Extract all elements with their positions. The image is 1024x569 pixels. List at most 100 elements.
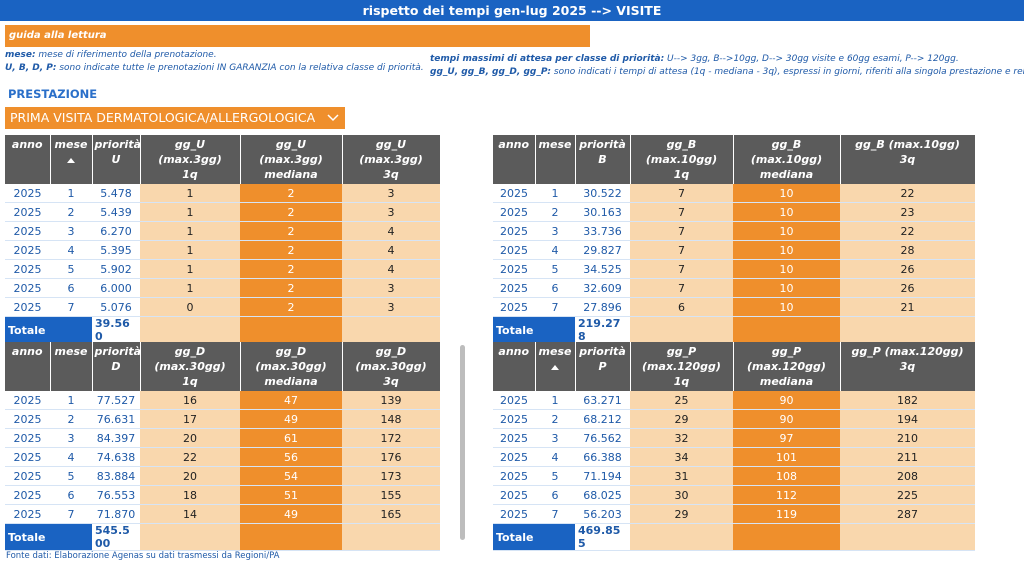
cell: 76.562 (575, 429, 630, 448)
total-row: Totale39.560 (5, 317, 440, 344)
filter-dropdown[interactable]: PRIMA VISITA DERMATOLOGICA/ALLERGOLOGICA (5, 107, 345, 129)
column-header[interactable]: gg_B (max.10gg)1q (630, 135, 733, 184)
cell: 172 (342, 429, 440, 448)
data-row: 202515.478123 (5, 184, 440, 203)
column-header[interactable]: mese (50, 342, 92, 391)
cell: 6 (535, 486, 575, 505)
cell: 2025 (493, 410, 535, 429)
data-row: 2025534.52571026 (493, 260, 975, 279)
column-header[interactable]: gg_U (max.3gg)3q (342, 135, 440, 184)
cell: 2025 (5, 260, 50, 279)
cell: 7 (535, 505, 575, 524)
cell: 68.212 (575, 410, 630, 429)
column-header[interactable]: gg_P (max.120gg)mediana (733, 342, 840, 391)
cell: 10 (733, 184, 840, 203)
cell: 97 (733, 429, 840, 448)
filter-label: PRESTAZIONE (8, 87, 97, 101)
cell: 49 (240, 505, 342, 524)
cell: 2025 (493, 429, 535, 448)
header-text: gg_B (max.10gg) (633, 137, 731, 167)
total-label: Totale (5, 317, 92, 344)
guide-term: gg_U, gg_B, gg_D, gg_P: (430, 67, 551, 77)
total-empty (630, 317, 733, 344)
column-header[interactable]: mese (535, 342, 575, 391)
column-header[interactable]: mese (535, 135, 575, 184)
cell: 4 (535, 241, 575, 260)
cell: 10 (733, 260, 840, 279)
column-header[interactable]: gg_D (max.30gg)mediana (240, 342, 342, 391)
cell: 1 (50, 391, 92, 410)
guide-text: U--> 3gg, B-->10gg, D--> 30gg visite e 6… (664, 54, 959, 64)
header-text: mediana (736, 167, 838, 182)
total-empty (342, 524, 440, 551)
cell: 25 (630, 391, 733, 410)
column-header[interactable]: prioritàP (575, 342, 630, 391)
cell: 2025 (493, 391, 535, 410)
column-header[interactable]: gg_D (max.30gg)3q (342, 342, 440, 391)
column-header[interactable]: gg_P (max.120gg)3q (840, 342, 975, 391)
column-header[interactable]: gg_D (max.30gg)1q (140, 342, 240, 391)
data-row: 2025276.6311749148 (5, 410, 440, 429)
column-header[interactable]: anno (493, 135, 535, 184)
data-row: 2025727.89661021 (493, 298, 975, 317)
cell: 34 (630, 448, 733, 467)
cell: 34.525 (575, 260, 630, 279)
cell: 51 (240, 486, 342, 505)
cell: 165 (342, 505, 440, 524)
cell: 6.000 (92, 279, 140, 298)
header-text: mese (53, 137, 90, 152)
column-header[interactable]: anno (5, 135, 50, 184)
cell: 2 (240, 203, 342, 222)
data-row: 202575.076023 (5, 298, 440, 317)
cell: 119 (733, 505, 840, 524)
cell: 76.631 (92, 410, 140, 429)
column-header[interactable]: gg_P (max.120gg)1q (630, 342, 733, 391)
column-header[interactable]: prioritàU (92, 135, 140, 184)
column-header[interactable]: anno (493, 342, 535, 391)
guide-text: sono indicati i tempi di attesa (1q - me… (551, 67, 1024, 77)
cell: 2 (240, 184, 342, 203)
table-head: annomeseprioritàDgg_D (max.30gg)1qgg_D (… (5, 342, 440, 391)
header-text: 1q (143, 167, 238, 182)
header-row: annomeseprioritàDgg_D (max.30gg)1qgg_D (… (5, 342, 440, 391)
cell: 2025 (5, 279, 50, 298)
cell: 30.522 (575, 184, 630, 203)
cell: 90 (733, 410, 840, 429)
data-row: 202536.270124 (5, 222, 440, 241)
header-text: gg_U (max.3gg) (345, 137, 438, 167)
cell: 68.025 (575, 486, 630, 505)
cell: 26 (840, 260, 975, 279)
data-table: annomeseprioritàUgg_U (max.3gg)1qgg_U (m… (5, 135, 441, 344)
column-header[interactable]: gg_U (max.3gg)mediana (240, 135, 342, 184)
column-header[interactable]: prioritàD (92, 342, 140, 391)
data-table: annomeseprioritàBgg_B (max.10gg)1qgg_B (… (493, 135, 976, 344)
table-body: 2025163.27125901822025268.21229901942025… (493, 391, 975, 551)
cell: 155 (342, 486, 440, 505)
data-table: annomeseprioritàPgg_P (max.120gg)1qgg_P … (493, 342, 976, 551)
cell: 1 (140, 203, 240, 222)
cell: 208 (840, 467, 975, 486)
cell: 211 (840, 448, 975, 467)
column-header[interactable]: gg_B (max.10gg)3q (840, 135, 975, 184)
cell: 2 (50, 203, 92, 222)
source-note: Fonte dati: Elaborazione Agenas su dati … (6, 551, 280, 561)
total-row: Totale219.278 (493, 317, 975, 344)
column-header[interactable]: gg_B (max.10gg)mediana (733, 135, 840, 184)
header-text: gg_P (max.120gg) (736, 344, 838, 374)
column-header[interactable]: prioritàB (575, 135, 630, 184)
total-empty (240, 524, 342, 551)
cell: 7 (630, 184, 733, 203)
column-header[interactable]: gg_U (max.3gg)1q (140, 135, 240, 184)
cell: 29.827 (575, 241, 630, 260)
cell: 10 (733, 241, 840, 260)
column-header[interactable]: mese (50, 135, 92, 184)
data-row: 2025429.82771028 (493, 241, 975, 260)
cell: 5.395 (92, 241, 140, 260)
cell: 3 (535, 429, 575, 448)
table-body: 202515.478123202525.439123202536.2701242… (5, 184, 440, 344)
scrollbar[interactable] (460, 345, 465, 540)
table-body: 2025177.52716471392025276.63117491482025… (5, 391, 440, 551)
column-header[interactable]: anno (5, 342, 50, 391)
